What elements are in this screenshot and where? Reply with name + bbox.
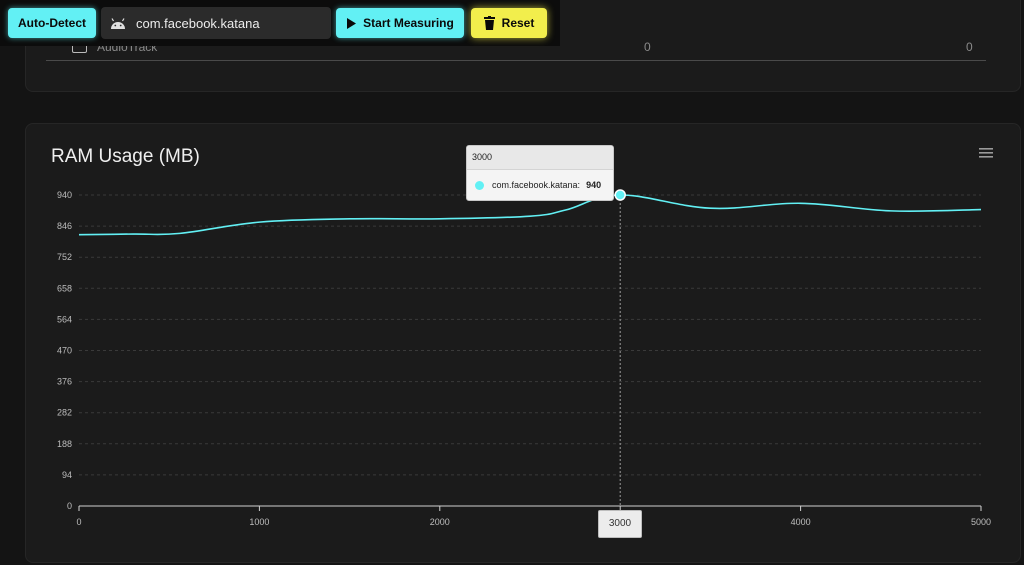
x-tick-label: 2000 [430,517,450,527]
series-line [78,194,982,236]
y-tick-label: 376 [57,377,72,387]
package-input[interactable] [134,14,318,32]
highlight-point[interactable] [614,189,626,201]
trash-icon [483,16,495,30]
series [78,189,982,236]
y-tick-label: 564 [57,314,72,324]
auto-detect-button[interactable]: Auto-Detect [8,8,96,38]
track-value-2: 0 [966,40,973,54]
x-tick-label: 4000 [791,517,811,527]
y-tick-label: 0 [67,501,72,511]
grid-lines [79,194,981,476]
package-field[interactable] [101,7,331,39]
x-tick-label: 1000 [249,517,269,527]
start-measuring-label: Start Measuring [363,16,454,30]
play-icon [347,17,357,29]
x-tick-label: 5000 [971,517,991,527]
reset-button[interactable]: Reset [471,8,547,38]
start-measuring-button[interactable]: Start Measuring [336,8,464,38]
chart-tooltip: 3000 com.facebook.katana: 940 [466,145,614,201]
y-tick-label: 282 [57,408,72,418]
y-tick-label: 94 [62,470,72,480]
y-tick-label: 846 [57,221,72,231]
chart-title: RAM Usage (MB) [51,146,200,167]
tooltip-value: 940 [586,180,602,190]
y-tick-label: 470 [57,346,72,356]
toolbar: Auto-Detect Start Measuring Reset [0,0,560,46]
y-tick-label: 658 [57,283,72,293]
series-dot [475,180,484,190]
x-axis: 010002000300040005000 [76,505,991,527]
auto-detect-label: Auto-Detect [18,16,86,30]
reset-label: Reset [501,16,535,30]
track-value-1: 0 [644,40,651,54]
y-axis: 0 94 188 282 376 470 564 658 752 846 940 [57,190,72,511]
x-tick-label: 0 [76,517,81,527]
crosshair-x-label: 3000 [598,510,642,538]
y-tick-label: 752 [57,252,72,262]
android-icon [111,18,125,29]
menu-icon[interactable] [979,147,993,159]
y-tick-label: 940 [57,190,72,200]
tooltip-series-name: com.facebook.katana: [492,180,581,190]
tooltip-header: 3000 [467,146,613,170]
tooltip-body: com.facebook.katana: 940 [467,170,613,200]
y-tick-label: 188 [57,439,72,449]
